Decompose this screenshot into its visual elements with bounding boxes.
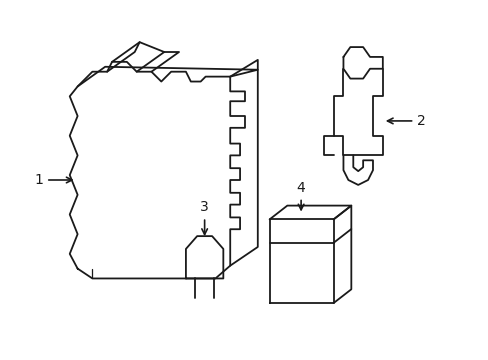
Text: 4: 4 [296, 181, 305, 210]
Text: 1: 1 [34, 173, 72, 187]
Text: 2: 2 [386, 114, 425, 128]
Text: 3: 3 [200, 201, 208, 234]
